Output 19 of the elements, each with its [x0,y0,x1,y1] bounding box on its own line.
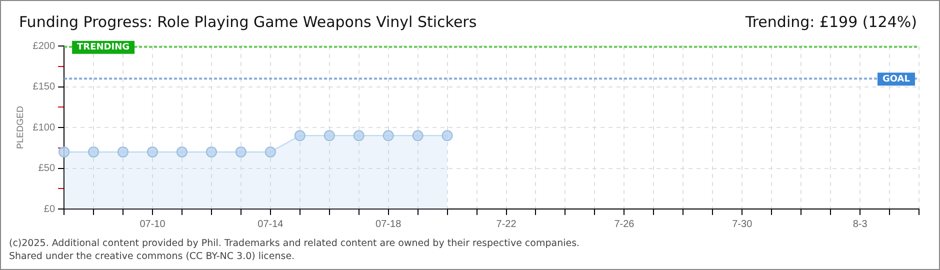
y-tick-label: £200 [32,40,56,52]
text: Shared under the creative commons (CC BY-NC 3.0) license. [9,250,296,263]
y-tick-label: £50 [38,163,56,174]
x-tick-label: 7-22 [496,218,517,230]
ref-line-label: TRENDING [77,42,130,53]
text: (c)2025. Additional content provided by Phil. Trademarks and related content are owned by their respective companies. [9,237,580,250]
chart-title: Funding Progress: Role Playing Game Weapons Vinyl Stickers [19,13,477,31]
x-tick-label: 07-14 [258,218,284,230]
x-tick-label: 07-10 [140,218,166,230]
x-tick-label: 7-26 [614,218,635,230]
y-tick-label: £150 [32,82,56,92]
y-axis-title: PLEDGED [14,105,25,150]
y-tick-label: £0 [44,204,56,215]
y-tick-label: £100 [32,122,56,134]
x-tick-label: 07-18 [376,218,402,230]
x-tick-label: 7-30 [732,218,753,230]
chart-subtitle: Trending: £199 (124%) [745,13,917,31]
x-tick-label: 8-3 [852,218,868,230]
ref-line-label: GOAL [882,74,910,84]
